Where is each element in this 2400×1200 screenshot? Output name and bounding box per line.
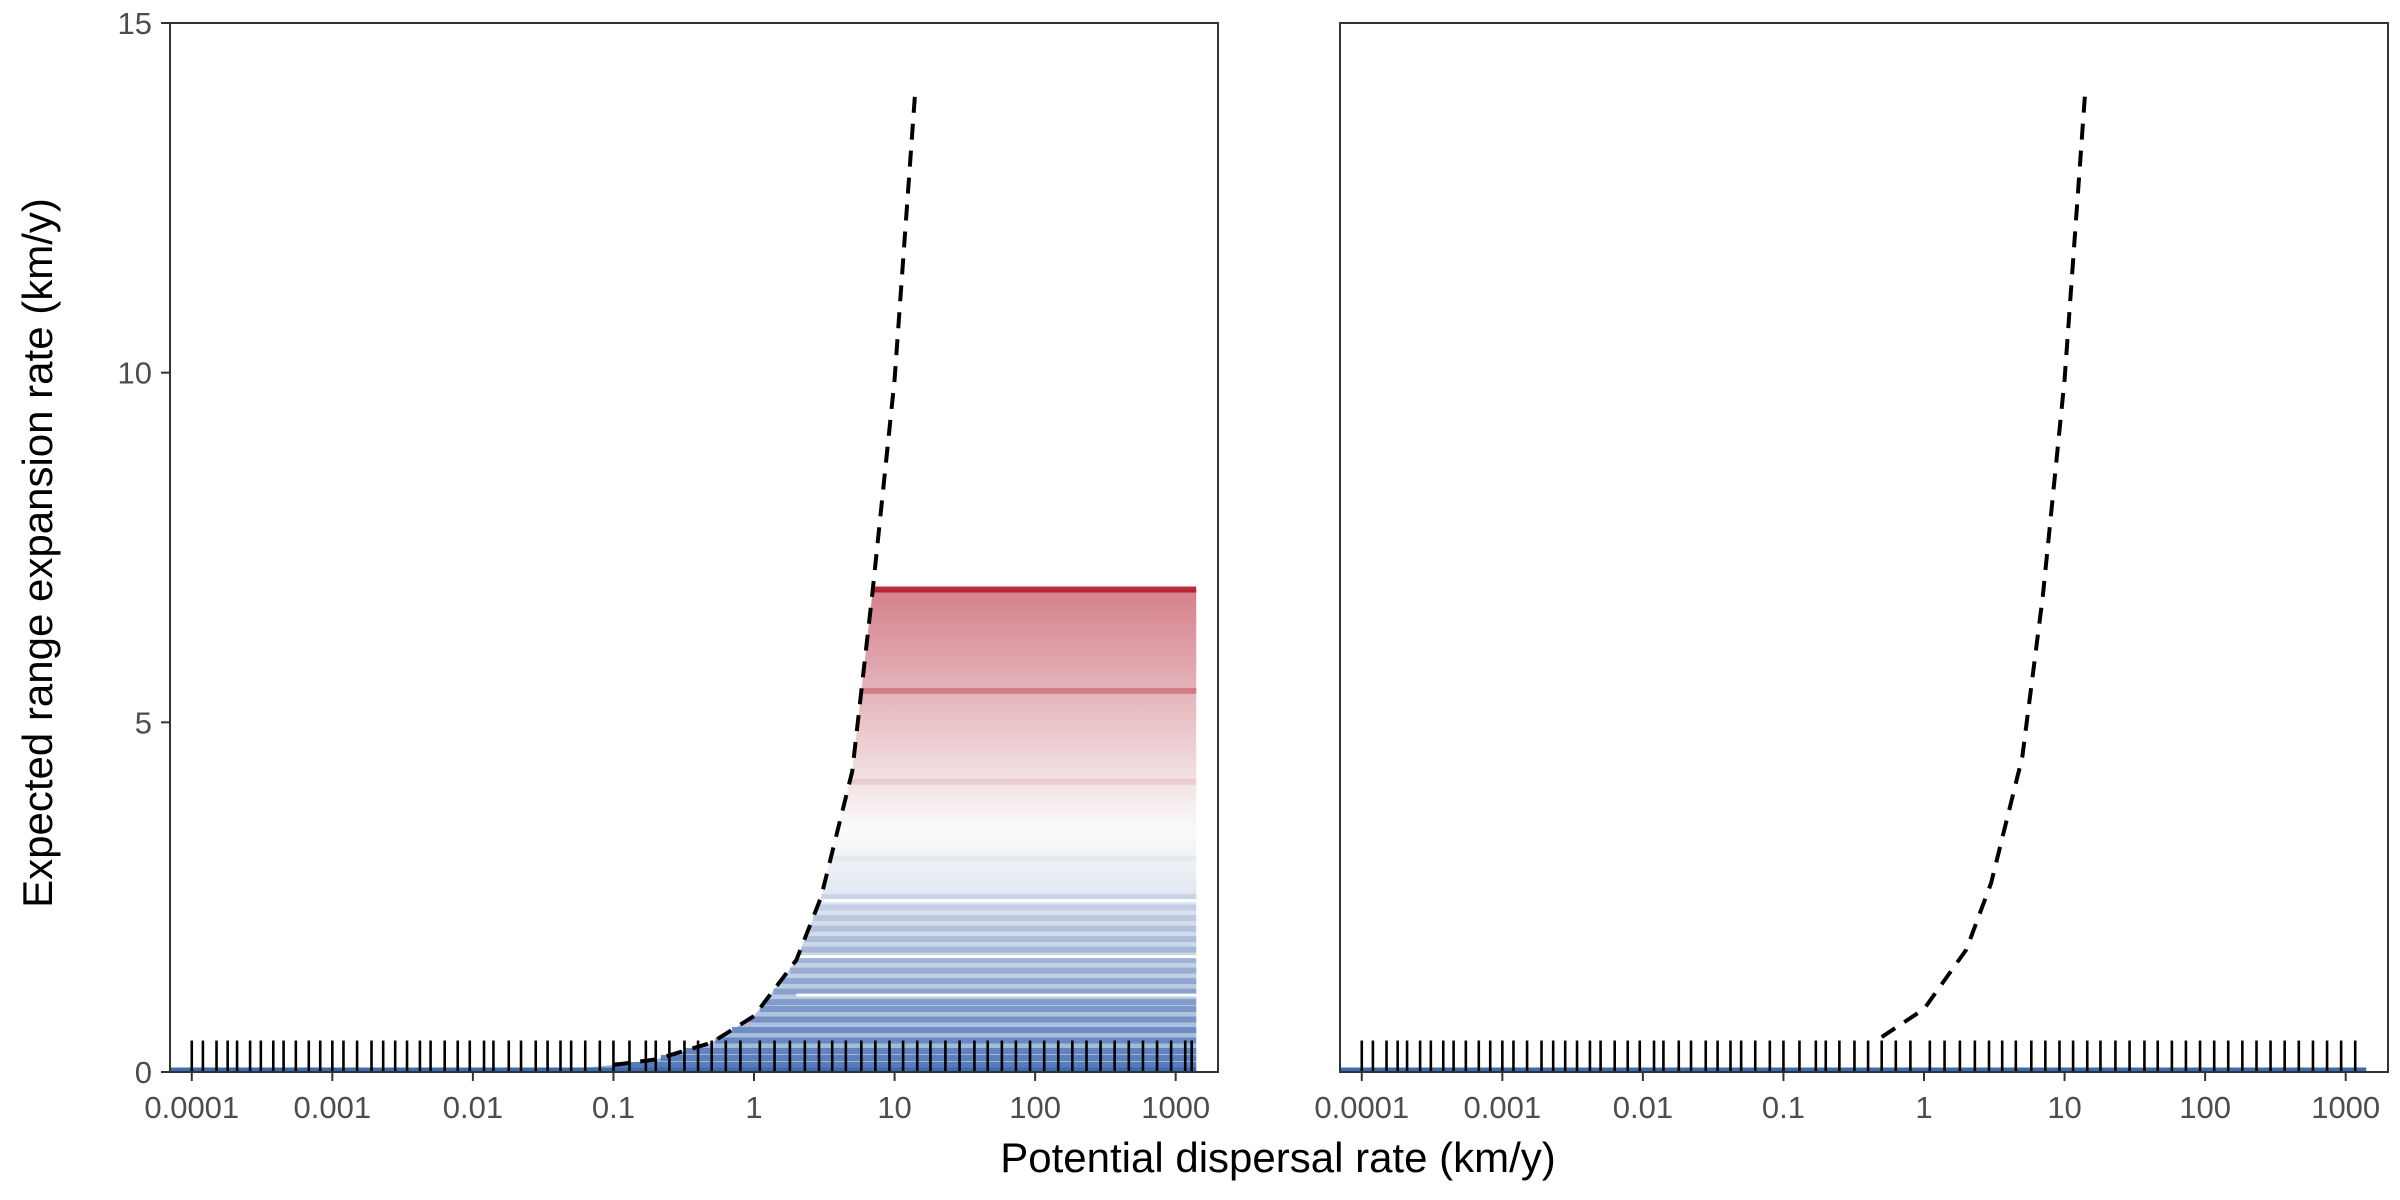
rug-marks [1360, 1040, 2357, 1072]
dashed-curve [1880, 92, 2088, 1039]
plot-background [1340, 23, 2388, 1072]
rug-marks [190, 1040, 1194, 1072]
x-tick-label: 1 [1915, 1090, 1932, 1125]
x-tick-label: 0.1 [592, 1090, 635, 1125]
y-tick-label: 0 [135, 1055, 152, 1090]
plot-frame [169, 22, 1219, 1073]
x-tick-label: 0.01 [1613, 1090, 1673, 1125]
x-tick-label: 0.001 [294, 1090, 372, 1125]
x-tick-label: 100 [2179, 1090, 2231, 1125]
y-tick-label: 5 [135, 705, 152, 740]
x-tick-label: 0.001 [1464, 1090, 1542, 1125]
y-tick-label: 15 [118, 6, 152, 41]
x-tick-label: 0.01 [443, 1090, 503, 1125]
x-tick-label: 10 [2047, 1090, 2081, 1125]
y-tick-label: 10 [118, 356, 152, 391]
dashed-curve [613, 92, 918, 1067]
x-tick-label: 1 [745, 1090, 762, 1125]
x-tick-label: 10 [877, 1090, 911, 1125]
panel-right: 0.0001 0.001 0.01 0.1 1 10 100 1000 [1314, 22, 2389, 1125]
x-tick-label: 0.0001 [1314, 1090, 1409, 1125]
x-tick-label: 0.0001 [144, 1090, 239, 1125]
x-tick-label: 1000 [1141, 1090, 1210, 1125]
panel-left: 0.0001 0.001 0.01 0.1 1 10 100 1000 0 5 10 15 [118, 6, 1219, 1125]
x-tick-label: 100 [1009, 1090, 1061, 1125]
plot-frame [1339, 22, 2389, 1073]
x-tick-label: 0.1 [1762, 1090, 1805, 1125]
x-axis-title: Potential dispersal rate (km/y) [1000, 1134, 1556, 1181]
x-tick-label: 1000 [2311, 1090, 2380, 1125]
y-axis-title: Expected range expansion rate (km/y) [14, 198, 61, 908]
